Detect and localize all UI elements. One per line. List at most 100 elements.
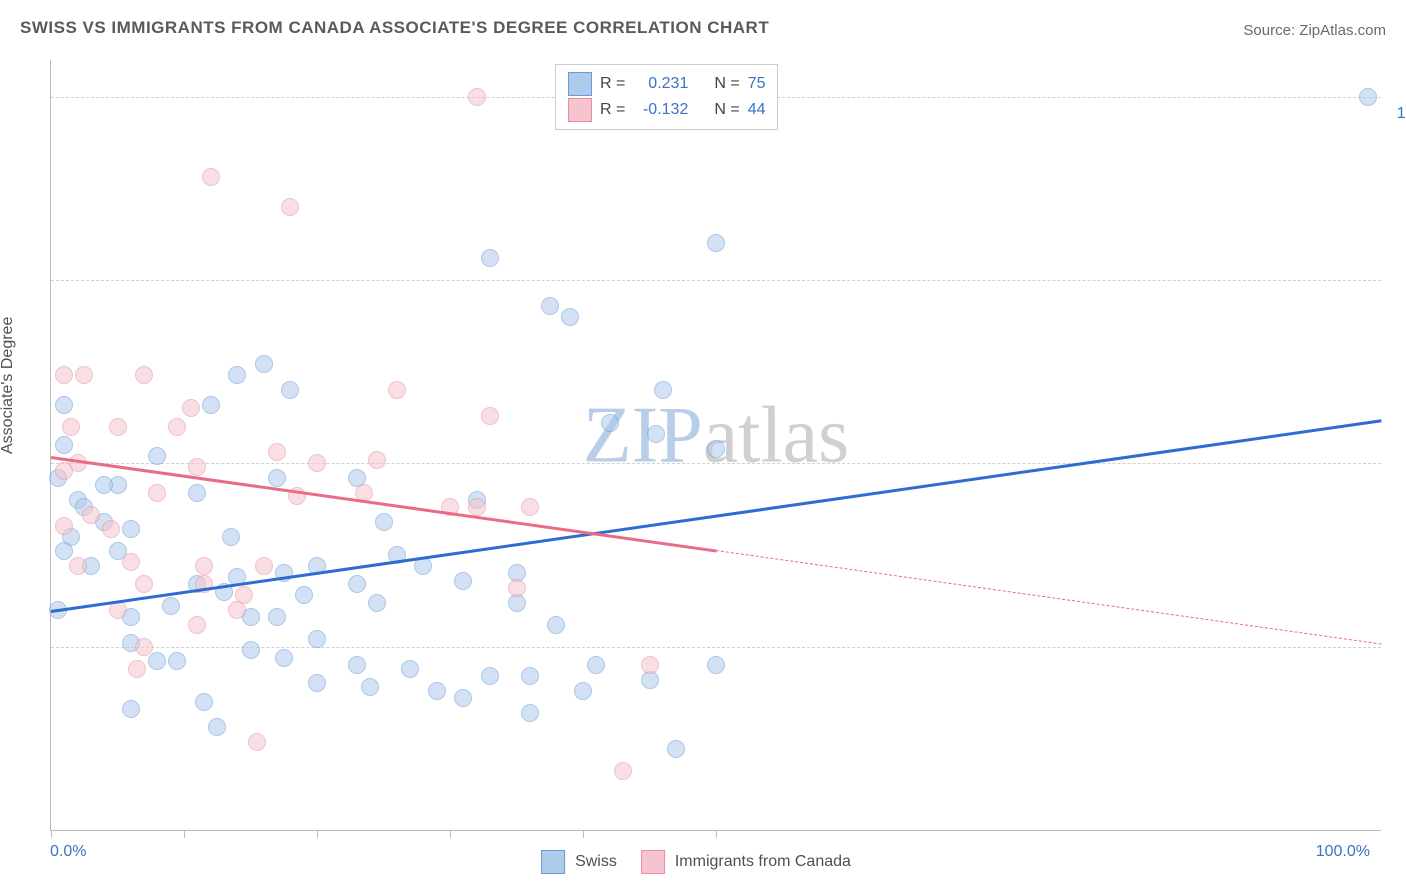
- data-point: [641, 656, 659, 674]
- x-tick: [716, 830, 717, 838]
- data-point: [561, 308, 579, 326]
- data-point: [168, 652, 186, 670]
- data-point: [667, 740, 685, 758]
- data-point: [521, 704, 539, 722]
- data-point: [481, 407, 499, 425]
- legend-r-value: -0.132: [633, 101, 688, 119]
- data-point: [222, 528, 240, 546]
- data-point: [69, 557, 87, 575]
- legend-n-label: N =: [714, 75, 739, 93]
- data-point: [228, 601, 246, 619]
- data-point: [188, 484, 206, 502]
- bottom-legend: SwissImmigrants from Canada: [541, 850, 865, 874]
- data-point: [348, 575, 366, 593]
- data-point: [1359, 88, 1377, 106]
- data-point: [587, 656, 605, 674]
- data-point: [128, 660, 146, 678]
- x-tick: [317, 830, 318, 838]
- regression-line: [51, 456, 716, 552]
- data-point: [55, 542, 73, 560]
- data-point: [135, 638, 153, 656]
- data-point: [268, 469, 286, 487]
- legend-n-value: 44: [748, 101, 766, 119]
- data-point: [375, 513, 393, 531]
- data-point: [707, 656, 725, 674]
- data-point: [647, 425, 665, 443]
- data-point: [468, 88, 486, 106]
- legend-swatch: [541, 850, 565, 874]
- data-point: [454, 572, 472, 590]
- watermark-atlas: atlas: [703, 391, 850, 479]
- data-point: [148, 652, 166, 670]
- x-axis-max-label: 100.0%: [1316, 843, 1370, 861]
- data-point: [82, 506, 100, 524]
- data-point: [122, 520, 140, 538]
- y-tick-label: 100.0%: [1391, 105, 1406, 123]
- data-point: [368, 594, 386, 612]
- data-point: [55, 517, 73, 535]
- y-tick-label: 75.0%: [1391, 288, 1406, 306]
- data-point: [162, 597, 180, 615]
- data-point: [368, 451, 386, 469]
- data-point: [148, 484, 166, 502]
- data-point: [601, 414, 619, 432]
- data-point: [208, 718, 226, 736]
- data-point: [508, 579, 526, 597]
- data-point: [168, 418, 186, 436]
- legend-r-label: R =: [600, 101, 625, 119]
- data-point: [62, 418, 80, 436]
- data-point: [102, 520, 120, 538]
- regression-line: [716, 550, 1381, 644]
- data-point: [195, 557, 213, 575]
- data-point: [614, 762, 632, 780]
- legend-r-label: R =: [600, 75, 625, 93]
- data-point: [521, 667, 539, 685]
- data-point: [547, 616, 565, 634]
- data-point: [388, 381, 406, 399]
- data-point: [454, 689, 472, 707]
- data-point: [521, 498, 539, 516]
- plot-area: ZIPatlas 25.0%50.0%75.0%100.0%: [50, 60, 1381, 831]
- data-point: [255, 355, 273, 373]
- data-point: [707, 234, 725, 252]
- watermark: ZIPatlas: [583, 390, 850, 481]
- data-point: [428, 682, 446, 700]
- x-tick: [184, 830, 185, 838]
- data-point: [182, 399, 200, 417]
- y-tick-label: 25.0%: [1391, 655, 1406, 673]
- x-tick: [51, 830, 52, 838]
- data-point: [268, 443, 286, 461]
- data-point: [295, 586, 313, 604]
- legend-n-label: N =: [714, 101, 739, 119]
- data-point: [248, 733, 266, 751]
- data-point: [135, 575, 153, 593]
- x-tick: [583, 830, 584, 838]
- data-point: [281, 381, 299, 399]
- data-point: [75, 366, 93, 384]
- data-point: [148, 447, 166, 465]
- data-point: [135, 366, 153, 384]
- data-point: [707, 440, 725, 458]
- source-prefix: Source:: [1243, 22, 1299, 39]
- legend-swatch: [568, 98, 592, 122]
- data-point: [481, 249, 499, 267]
- data-point: [481, 667, 499, 685]
- data-point: [95, 476, 113, 494]
- x-tick: [450, 830, 451, 838]
- y-tick-label: 50.0%: [1391, 471, 1406, 489]
- watermark-zip: ZIP: [583, 391, 703, 479]
- data-point: [55, 436, 73, 454]
- legend-swatch: [641, 850, 665, 874]
- y-axis-title: Associate's Degree: [0, 317, 17, 454]
- grid-line: [51, 280, 1381, 281]
- data-point: [55, 366, 73, 384]
- data-point: [308, 454, 326, 472]
- data-point: [268, 608, 286, 626]
- legend-box: R =0.231N =75R =-0.132N =44: [555, 64, 778, 130]
- data-point: [361, 678, 379, 696]
- data-point: [109, 418, 127, 436]
- chart-title: SWISS VS IMMIGRANTS FROM CANADA ASSOCIAT…: [20, 18, 769, 38]
- source-label: Source: ZipAtlas.com: [1243, 22, 1386, 39]
- x-axis-min-label: 0.0%: [50, 843, 86, 861]
- data-point: [202, 168, 220, 186]
